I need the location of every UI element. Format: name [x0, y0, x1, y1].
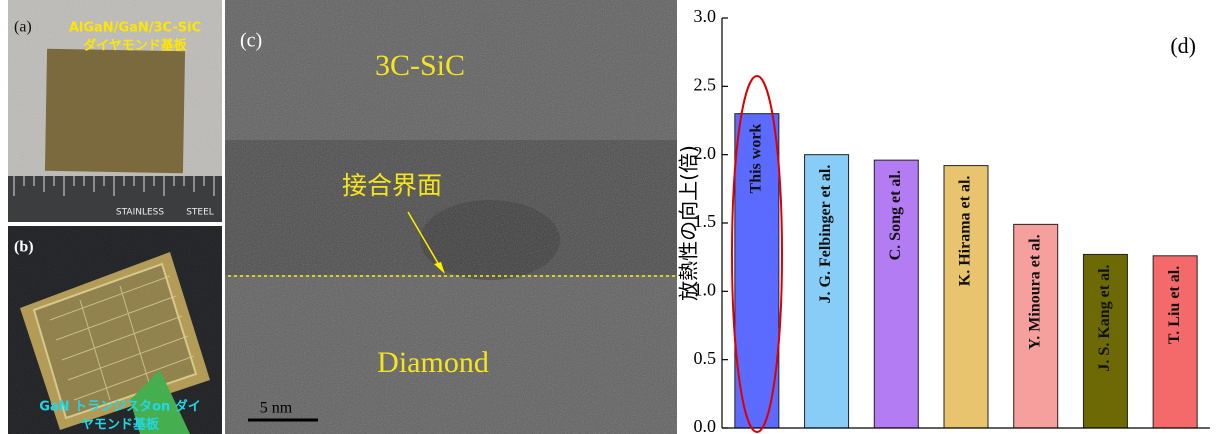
y-tick-label: 3.0: [694, 6, 717, 26]
y-tick-label: 0.0: [694, 416, 717, 434]
panel-label: (d): [1170, 33, 1196, 58]
photo-caption: AlGaN/GaN/3C-SiC: [69, 21, 201, 36]
y-tick-label: 1.5: [694, 211, 717, 231]
y-tick-label: 2.5: [694, 74, 717, 94]
figure: STAINLESS STEEL (a) AlGaN/GaN/3C-SiC ダイヤ…: [0, 0, 1216, 434]
panel-label: (b): [14, 239, 34, 256]
bar-label: J. G. Felbinger et al.: [817, 165, 834, 304]
bar-label: C. Song et al.: [887, 170, 904, 260]
panel-label: (c): [240, 30, 262, 52]
bar-label: T. Liu et al.: [1166, 266, 1183, 344]
bar-label: K. Hirama et al.: [957, 176, 974, 287]
panel-label: (a): [14, 19, 32, 36]
y-tick-label: 0.5: [694, 348, 717, 368]
ruler-text: STAINLESS: [116, 208, 164, 218]
bar-label: Y. Minoura et al.: [1026, 234, 1043, 349]
photo-caption: ヤモンド基板: [81, 417, 160, 433]
scale-label: 5 nm: [260, 400, 293, 417]
layer-label: 3C-SiC: [375, 49, 465, 82]
ruler-text: STEEL: [186, 208, 214, 218]
photo-caption: GaN トランジスタon ダイ: [39, 399, 201, 415]
bar-label: This work: [748, 124, 765, 194]
photo-caption: ダイヤモンド基板: [83, 38, 188, 54]
bar-label: J. S. Kang et al.: [1096, 264, 1113, 371]
interface-label: 接合界面: [342, 171, 442, 200]
layer-label: Diamond: [377, 346, 489, 379]
y-tick-label: 1.0: [694, 279, 717, 299]
y-tick-label: 2.0: [694, 143, 717, 163]
